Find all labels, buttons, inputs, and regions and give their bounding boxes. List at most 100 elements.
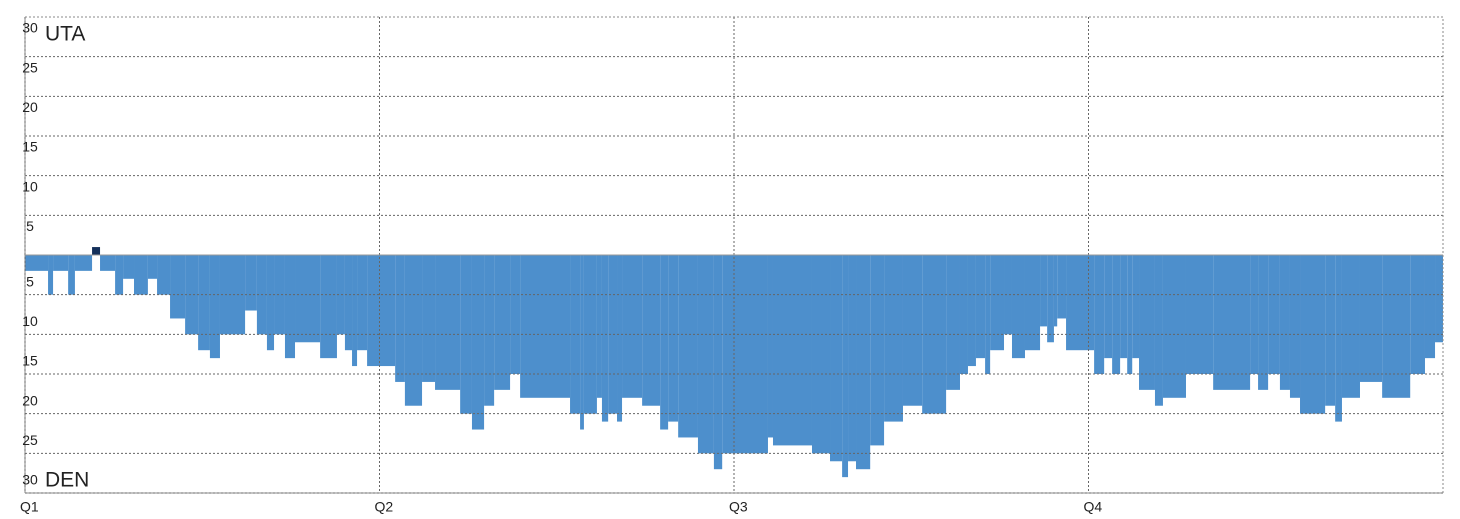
margin-step bbox=[902, 255, 923, 406]
margin-step bbox=[946, 255, 960, 390]
margin-step bbox=[484, 255, 495, 406]
margin-step bbox=[713, 255, 723, 470]
margin-step bbox=[25, 255, 49, 271]
margin-step bbox=[404, 255, 423, 406]
margin-step bbox=[617, 255, 623, 422]
margin-step bbox=[1004, 255, 1012, 335]
margin-step bbox=[320, 255, 337, 359]
margin-step bbox=[68, 255, 75, 295]
margin-step bbox=[601, 255, 609, 422]
margin-step bbox=[1127, 255, 1133, 374]
margin-step bbox=[48, 255, 54, 295]
margin-step bbox=[856, 255, 871, 470]
margin-step bbox=[1410, 255, 1425, 374]
margin-step bbox=[274, 255, 285, 335]
margin-step bbox=[1066, 255, 1095, 351]
margin-step bbox=[608, 255, 618, 414]
margin-step bbox=[1289, 255, 1301, 398]
margin-step bbox=[510, 255, 521, 374]
margin-step bbox=[848, 255, 857, 462]
margin-step bbox=[570, 255, 581, 414]
margin-step bbox=[1132, 255, 1140, 359]
margin-step bbox=[1094, 255, 1105, 374]
margin-step bbox=[967, 255, 976, 367]
margin-step bbox=[1335, 255, 1342, 422]
margin-step bbox=[520, 255, 571, 398]
margin-step bbox=[1047, 255, 1054, 343]
margin-step bbox=[494, 255, 511, 390]
margin-step bbox=[170, 255, 186, 319]
margin-step bbox=[357, 255, 368, 351]
margin-step bbox=[1011, 255, 1025, 359]
margin-step bbox=[1154, 255, 1163, 406]
margin-step bbox=[336, 255, 345, 335]
margin-step bbox=[830, 255, 843, 462]
margin-step bbox=[1359, 255, 1383, 382]
margin-step bbox=[985, 255, 991, 374]
margin-step bbox=[219, 255, 246, 335]
x-tick-label: Q4 bbox=[1084, 499, 1103, 515]
margin-step bbox=[622, 255, 643, 398]
margin-step bbox=[471, 255, 485, 430]
margin-step bbox=[1104, 255, 1113, 359]
y-tick-label: 30 bbox=[22, 20, 38, 36]
y-tick-label: 25 bbox=[22, 59, 38, 75]
margin-step bbox=[959, 255, 968, 374]
margin-step bbox=[74, 255, 93, 271]
y-tick-label: 5 bbox=[26, 273, 34, 289]
margin-step bbox=[1435, 255, 1443, 343]
y-tick-label: 15 bbox=[22, 139, 38, 155]
margin-step bbox=[1120, 255, 1128, 359]
margin-step bbox=[115, 255, 124, 295]
margin-step bbox=[811, 255, 831, 454]
margin-step bbox=[842, 255, 849, 478]
margin-step bbox=[1053, 255, 1058, 327]
margin-step bbox=[435, 255, 461, 390]
margin-step bbox=[1279, 255, 1290, 390]
margin-step bbox=[1057, 255, 1067, 319]
x-tick-label: Q1 bbox=[20, 499, 39, 515]
margin-step bbox=[367, 255, 396, 367]
margin-step bbox=[157, 255, 171, 295]
team-label: UTA bbox=[45, 23, 85, 46]
y-tick-label: 30 bbox=[22, 472, 38, 488]
margin-step bbox=[1024, 255, 1041, 351]
margin-step bbox=[1300, 255, 1326, 414]
y-tick-label: 10 bbox=[22, 178, 38, 194]
margin-step bbox=[395, 255, 405, 382]
margin-step bbox=[1424, 255, 1436, 359]
margin-step bbox=[596, 255, 602, 398]
margin-step bbox=[92, 247, 101, 255]
margin-step bbox=[352, 255, 358, 367]
margin-step bbox=[1250, 255, 1259, 374]
margin-step bbox=[697, 255, 714, 454]
margin-step bbox=[185, 255, 199, 335]
margin-step bbox=[642, 255, 661, 406]
margin-step bbox=[772, 255, 812, 446]
margin-step bbox=[100, 255, 116, 271]
margin-step bbox=[1213, 255, 1251, 390]
margin-step bbox=[123, 255, 135, 279]
margin-step bbox=[134, 255, 148, 295]
margin-step bbox=[678, 255, 698, 438]
margin-step bbox=[870, 255, 885, 446]
margin-step bbox=[53, 255, 69, 271]
margin-step bbox=[1040, 255, 1048, 327]
margin-step bbox=[1341, 255, 1360, 398]
margin-step bbox=[722, 255, 768, 454]
margin-step bbox=[266, 255, 275, 351]
y-tick-label: 20 bbox=[22, 99, 38, 115]
margin-step bbox=[422, 255, 436, 382]
margin-step bbox=[198, 255, 210, 351]
margin-step bbox=[660, 255, 669, 430]
margin-step bbox=[767, 255, 773, 438]
margin-step bbox=[990, 255, 1005, 351]
y-tick-label: 15 bbox=[22, 353, 38, 369]
margin-step bbox=[668, 255, 679, 422]
y-tick-label: 5 bbox=[26, 218, 34, 234]
team-label: DEN bbox=[45, 469, 89, 492]
x-tick-label: Q2 bbox=[375, 499, 394, 515]
y-tick-label: 20 bbox=[22, 392, 38, 408]
margin-step bbox=[1112, 255, 1121, 374]
